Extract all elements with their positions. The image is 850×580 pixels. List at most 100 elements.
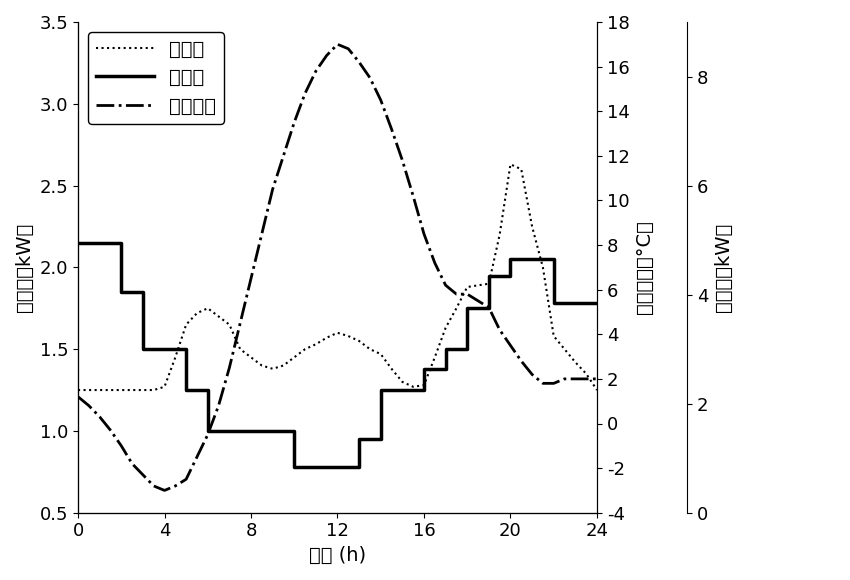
环境温度 xyxy=(170,483,180,490)
热负荷 xyxy=(289,427,299,434)
环境温度 xyxy=(516,357,526,364)
Line: 环境温度: 环境温度 xyxy=(78,44,597,491)
电负荷 xyxy=(289,354,299,361)
电负荷 xyxy=(387,365,397,372)
环境温度 xyxy=(462,291,473,298)
环境温度 xyxy=(570,375,581,382)
环境温度 xyxy=(149,483,159,490)
电负荷 xyxy=(116,386,127,393)
Line: 电负荷: 电负荷 xyxy=(78,164,597,390)
电负荷 xyxy=(278,362,288,369)
环境温度 xyxy=(430,259,440,266)
环境温度 xyxy=(105,427,116,434)
热负荷 xyxy=(419,365,429,372)
电负荷 xyxy=(138,386,148,393)
电负荷 xyxy=(192,310,202,317)
环境温度 xyxy=(559,375,570,382)
电负荷 xyxy=(84,386,94,393)
电负荷 xyxy=(300,346,310,353)
电负荷 xyxy=(235,346,246,353)
热负荷 xyxy=(506,256,516,263)
热负荷 xyxy=(440,365,450,372)
环境温度 xyxy=(408,193,418,200)
环境温度 xyxy=(289,119,299,126)
环境温度 xyxy=(160,487,170,494)
Line: 热负荷: 热负荷 xyxy=(78,243,597,467)
环境温度 xyxy=(94,414,105,420)
电负荷 xyxy=(527,223,537,230)
环境温度 xyxy=(332,41,343,48)
电负荷 xyxy=(397,378,407,385)
电负荷 xyxy=(202,304,212,311)
热负荷 xyxy=(484,304,494,311)
电负荷 xyxy=(311,341,321,348)
环境温度 xyxy=(300,90,310,97)
热负荷 xyxy=(181,346,191,353)
环境温度 xyxy=(419,230,429,237)
环境温度 xyxy=(202,431,212,438)
环境温度 xyxy=(246,275,256,282)
电负荷 xyxy=(354,338,364,345)
环境温度 xyxy=(116,443,127,450)
电负荷 xyxy=(105,386,116,393)
电负荷 xyxy=(516,166,526,173)
电负荷 xyxy=(419,382,429,389)
热负荷 xyxy=(354,463,364,470)
电负荷 xyxy=(495,231,505,238)
热负荷 xyxy=(73,240,83,246)
Y-axis label: 电负荷（kW）: 电负荷（kW） xyxy=(15,223,34,312)
电负荷 xyxy=(570,359,581,366)
环境温度 xyxy=(213,402,224,409)
热负荷 xyxy=(202,386,212,393)
电负荷 xyxy=(213,313,224,320)
热负荷 xyxy=(116,288,127,295)
环境温度 xyxy=(181,476,191,483)
电负荷 xyxy=(365,346,375,353)
热负荷 xyxy=(376,386,386,393)
热负荷 xyxy=(462,346,473,353)
电负荷 xyxy=(160,383,170,390)
环境温度 xyxy=(321,52,332,59)
电负荷 xyxy=(224,321,235,328)
热负荷 xyxy=(354,436,364,443)
热负荷 xyxy=(289,463,299,470)
电负荷 xyxy=(548,332,558,339)
环境温度 xyxy=(548,380,558,387)
环境温度 xyxy=(538,380,548,387)
热负荷 xyxy=(138,288,148,295)
Y-axis label: 环境温度（°C）: 环境温度（°C） xyxy=(635,220,655,314)
电负荷 xyxy=(462,284,473,291)
环境温度 xyxy=(73,393,83,400)
电负荷 xyxy=(321,334,332,341)
电负荷 xyxy=(149,386,159,393)
电负荷 xyxy=(73,386,83,393)
热负荷 xyxy=(419,386,429,393)
电负荷 xyxy=(343,332,354,339)
电负荷 xyxy=(257,362,267,369)
电负荷 xyxy=(170,354,180,361)
电负荷 xyxy=(246,354,256,361)
热负荷 xyxy=(376,436,386,443)
电负荷 xyxy=(581,370,592,377)
环境温度 xyxy=(451,291,462,298)
电负荷 xyxy=(473,282,483,289)
电负荷 xyxy=(268,365,278,372)
热负荷 xyxy=(440,346,450,353)
环境温度 xyxy=(268,186,278,193)
环境温度 xyxy=(278,153,288,160)
环境温度 xyxy=(581,375,592,382)
热负荷 xyxy=(548,256,558,263)
环境温度 xyxy=(506,342,516,349)
电负荷 xyxy=(376,350,386,357)
X-axis label: 时刻 (h): 时刻 (h) xyxy=(309,546,366,565)
电负荷 xyxy=(506,161,516,168)
Y-axis label: 热负荷（kW）: 热负荷（kW） xyxy=(714,223,733,312)
电负荷 xyxy=(430,354,440,361)
环境温度 xyxy=(592,375,602,382)
电负荷 xyxy=(538,264,548,271)
环境温度 xyxy=(376,97,386,104)
热负荷 xyxy=(506,272,516,279)
电负荷 xyxy=(440,324,450,331)
环境温度 xyxy=(343,45,354,52)
电负荷 xyxy=(127,386,137,393)
